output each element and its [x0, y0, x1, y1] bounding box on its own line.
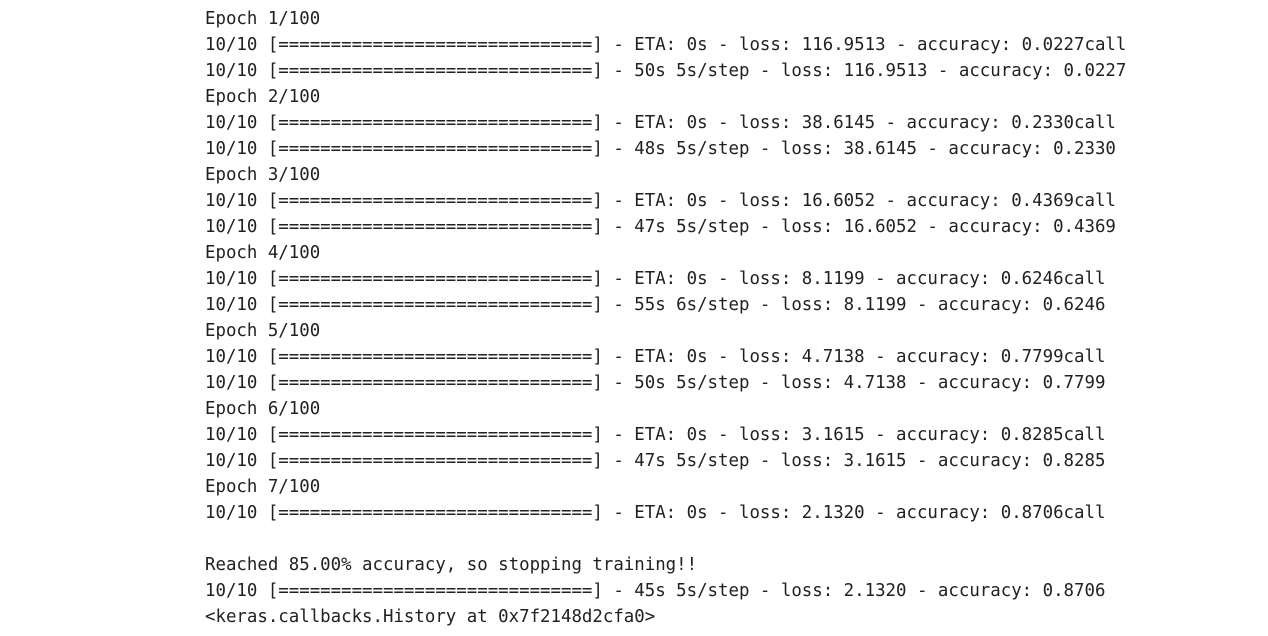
output-line: 10/10 [==============================] -…: [205, 191, 1116, 211]
output-line: 10/10 [==============================] -…: [205, 347, 1106, 367]
output-line: 10/10 [==============================] -…: [205, 139, 1116, 159]
output-line: 10/10 [==============================] -…: [205, 217, 1116, 237]
output-line: Epoch 1/100: [205, 9, 321, 29]
output-line: 10/10 [==============================] -…: [205, 113, 1116, 133]
output-line: <keras.callbacks.History at 0x7f2148d2cf…: [205, 607, 656, 627]
output-line: 10/10 [==============================] -…: [205, 425, 1106, 445]
output-line: Epoch 2/100: [205, 87, 321, 107]
output-line: Epoch 7/100: [205, 477, 321, 497]
output-line: Epoch 6/100: [205, 399, 321, 419]
output-line: 10/10 [==============================] -…: [205, 503, 1106, 523]
output-line: 10/10 [==============================] -…: [205, 35, 1127, 55]
output-line: Epoch 5/100: [205, 321, 321, 341]
cell-output: Epoch 1/100 10/10 [=====================…: [205, 6, 1268, 630]
output-line: 10/10 [==============================] -…: [205, 373, 1106, 393]
output-line: Epoch 4/100: [205, 243, 321, 263]
output-line: 10/10 [==============================] -…: [205, 295, 1106, 315]
output-line: Epoch 3/100: [205, 165, 321, 185]
output-line: 10/10 [==============================] -…: [205, 451, 1106, 471]
output-line: Reached 85.00% accuracy, so stopping tra…: [205, 555, 698, 575]
output-line: 10/10 [==============================] -…: [205, 581, 1106, 601]
output-line: 10/10 [==============================] -…: [205, 269, 1106, 289]
output-line: 10/10 [==============================] -…: [205, 61, 1127, 81]
output-line-blank: [205, 526, 1268, 552]
